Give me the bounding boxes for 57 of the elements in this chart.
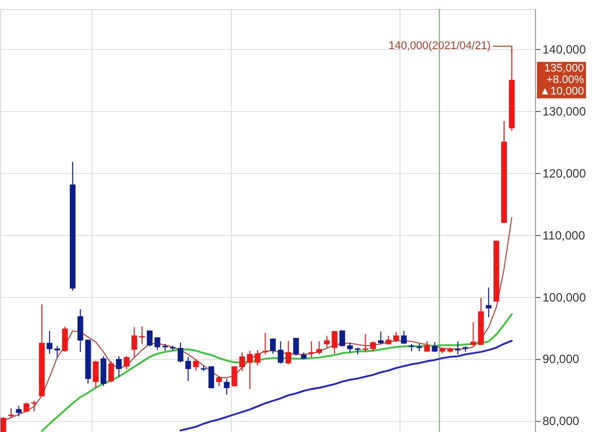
candlestick: [424, 340, 430, 352]
text: 135,000 +8.00% ▲10,000: [539, 62, 584, 98]
candlestick: [432, 342, 438, 352]
candlestick: [8, 408, 14, 419]
candlestick: [370, 340, 376, 352]
candlestick: [0, 417, 6, 432]
candlestick: [378, 330, 384, 345]
line-series: [40, 313, 513, 432]
candlestick: [208, 366, 214, 389]
candlestick: [24, 402, 30, 412]
candlestick: [124, 356, 130, 370]
candlestick: [324, 335, 330, 348]
candlestick: [470, 322, 476, 346]
candlestick: [278, 340, 284, 364]
candlestick: [77, 308, 84, 352]
candlestick: [46, 330, 52, 354]
candlestick: [347, 342, 353, 354]
candlestick: [193, 358, 199, 371]
candlestick: [216, 376, 222, 386]
y-tick-label: 80,000: [542, 414, 580, 428]
y-tick-label: 90,000: [542, 352, 580, 366]
candlestick: [139, 326, 145, 344]
candlestick: [339, 330, 346, 347]
candlestick: [262, 332, 268, 355]
candlestick: [154, 336, 160, 351]
candlestick: [401, 330, 407, 344]
y-tick-label: 130,000: [542, 104, 586, 119]
candlestick: [232, 366, 238, 388]
candlestick: [454, 340, 461, 355]
candlestick: [293, 337, 299, 356]
candlestick: [362, 333, 368, 352]
candlestick: [316, 340, 322, 355]
candlestick: [285, 340, 292, 365]
candlestick: [239, 352, 245, 372]
candlestick: [224, 378, 230, 396]
candlestick: [62, 326, 68, 352]
candlestick: [92, 360, 99, 389]
candlestick: [146, 330, 153, 347]
candlestick: [486, 287, 492, 318]
y-tick-label: 120,000: [542, 166, 586, 181]
candlestick: [393, 332, 400, 343]
y-tick-label: 110,000: [542, 228, 586, 242]
candlestick: [254, 350, 260, 366]
candlestick: [54, 345, 60, 358]
candlestick: [270, 338, 276, 354]
candlestick: [246, 350, 253, 390]
y-tick-label: 140,000: [542, 42, 586, 57]
candlestick: [131, 326, 138, 358]
candlestick: [308, 340, 314, 358]
candlestick: [332, 330, 338, 354]
candlestick: [16, 405, 22, 417]
line-series: [180, 340, 513, 432]
candlestick: [116, 356, 122, 378]
candlestick: [185, 356, 192, 382]
candlestick: [178, 342, 184, 363]
y-tick-label: 100,000: [542, 290, 586, 304]
candlestick: [108, 360, 114, 383]
